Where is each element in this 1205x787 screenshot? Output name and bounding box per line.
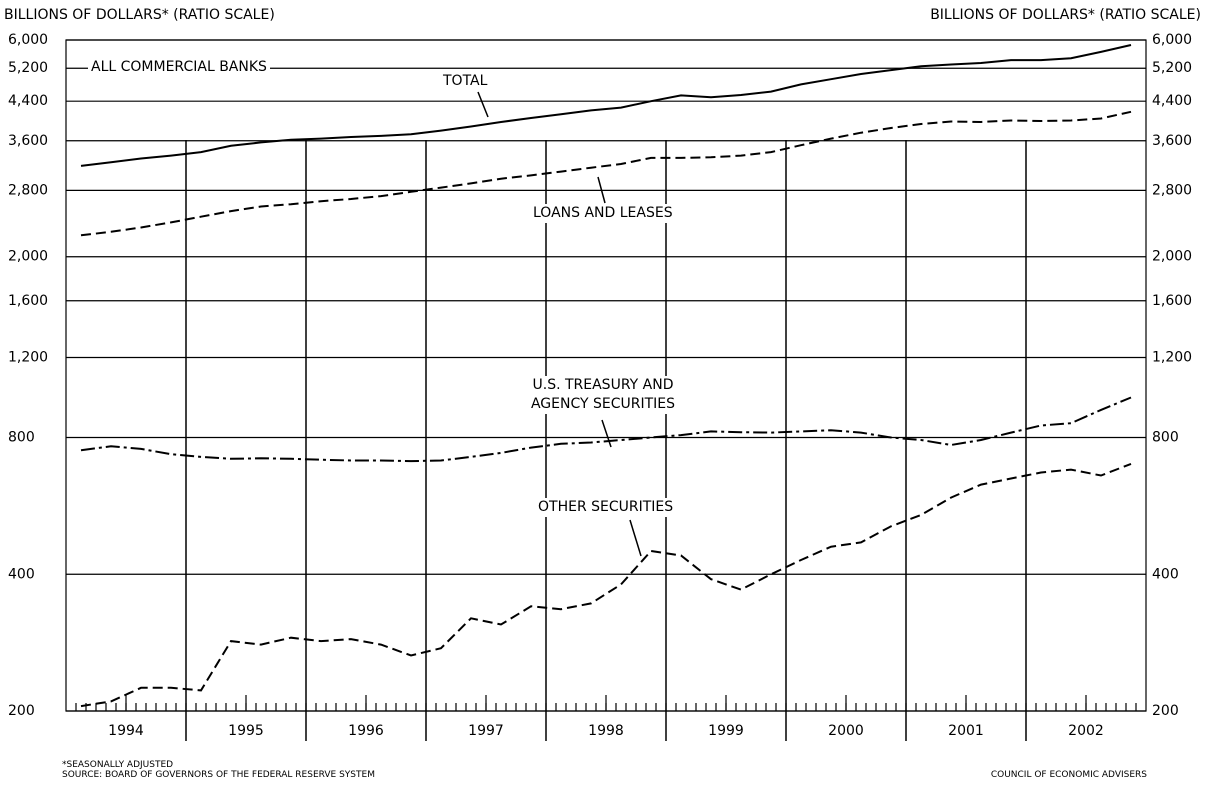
credit: COUNCIL OF ECONOMIC ADVISERS — [990, 770, 1147, 780]
y-tick-label: 4,400 — [8, 93, 48, 109]
series-line — [80, 110, 1132, 237]
x-tick-label: 1995 — [228, 723, 264, 739]
series-label: OTHER SECURITIES — [535, 498, 677, 517]
y-tick-label: 400 — [8, 566, 35, 582]
series-line — [80, 462, 1132, 708]
y2-tick-label: 6,000 — [1152, 32, 1192, 48]
y2-tick-label: 1,200 — [1152, 350, 1192, 366]
x-tick-label: 2001 — [948, 723, 984, 739]
y2-tick-label: 2,800 — [1152, 182, 1192, 198]
series-line — [80, 44, 1132, 167]
y-tick-label: 6,000 — [8, 32, 48, 48]
x-tick-label: 2002 — [1068, 723, 1104, 739]
x-tick-label: 2000 — [828, 723, 864, 739]
arrow — [597, 176, 606, 204]
series-label: U.S. TREASURY AND AGENCY SECURITIES — [505, 376, 701, 414]
y-tick-label: 2,000 — [8, 249, 48, 265]
footnote: *SEASONALLY ADJUSTED — [62, 760, 174, 770]
y2-tick-label: 200 — [1152, 703, 1179, 719]
y-axis-label: BILLIONS OF DOLLARS* (RATIO SCALE) — [4, 7, 275, 23]
y-tick-label: 200 — [8, 703, 35, 719]
y2-tick-label: 3,600 — [1152, 133, 1192, 149]
arrow — [477, 91, 489, 118]
y2-tick-label: 1,600 — [1152, 293, 1192, 309]
source: SOURCE: BOARD OF GOVERNORS OF THE FEDERA… — [62, 770, 375, 780]
x-tick-label: 1994 — [108, 723, 144, 739]
y2-tick-label: 400 — [1152, 566, 1179, 582]
x-tick-label: 1999 — [708, 723, 744, 739]
y2-tick-label: 800 — [1152, 430, 1179, 446]
arrow — [629, 519, 642, 557]
y-tick-label: 2,800 — [8, 182, 48, 198]
y2-axis-label: BILLIONS OF DOLLARS* (RATIO SCALE) — [930, 7, 1201, 23]
x-tick-label: 1997 — [468, 723, 504, 739]
arrow — [601, 419, 612, 448]
x-tick-label: 1998 — [588, 723, 624, 739]
x-tick-label: 1996 — [348, 723, 384, 739]
series-line — [80, 396, 1132, 463]
y-tick-label: 1,600 — [8, 293, 48, 309]
y-tick-label: 800 — [8, 430, 35, 446]
y-tick-label: 3,600 — [8, 133, 48, 149]
plot-frame — [65, 39, 1147, 712]
series-label: LOANS AND LEASES — [530, 204, 676, 223]
y-tick-label: 1,200 — [8, 350, 48, 366]
y2-tick-label: 4,400 — [1152, 93, 1192, 109]
series-label: TOTAL — [440, 72, 491, 91]
annotation: ALL COMMERCIAL BANKS — [88, 58, 270, 77]
y2-tick-label: 2,000 — [1152, 249, 1192, 265]
y2-tick-label: 5,200 — [1152, 60, 1192, 76]
y-tick-label: 5,200 — [8, 60, 48, 76]
